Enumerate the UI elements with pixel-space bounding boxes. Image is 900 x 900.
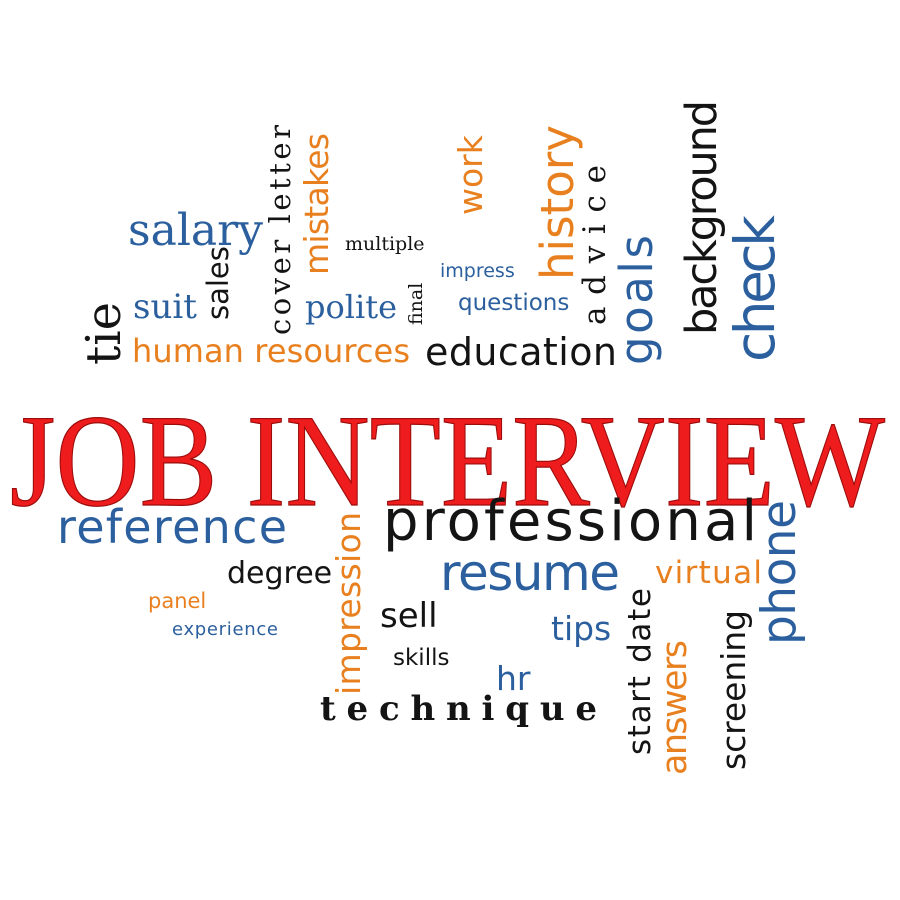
word: final	[405, 283, 427, 325]
word: cover letter	[263, 125, 297, 335]
word: impress	[440, 260, 515, 282]
word: tips	[551, 609, 611, 648]
word: tie	[76, 302, 132, 365]
word: screening	[714, 610, 753, 770]
title: JOB INTERVIEW	[10, 387, 885, 534]
word: panel	[148, 589, 206, 613]
word: phone	[752, 500, 807, 645]
word: questions	[458, 290, 569, 316]
word: background	[677, 100, 727, 335]
word: mistakes	[297, 133, 336, 275]
word: start date	[622, 588, 658, 755]
word: human resources	[132, 332, 410, 370]
word: work	[451, 134, 490, 215]
word: reference	[57, 500, 287, 554]
word: sales	[201, 246, 235, 320]
word: technique	[320, 689, 597, 729]
word: degree	[227, 556, 332, 591]
word: polite	[305, 288, 397, 326]
word: check	[723, 215, 787, 362]
word: experience	[172, 619, 278, 640]
word: resume	[440, 544, 620, 602]
word: impression	[329, 512, 368, 695]
word: history	[531, 125, 584, 280]
word: answers	[655, 640, 695, 775]
word: sell	[380, 596, 438, 636]
word: suit	[133, 287, 197, 327]
word: multiple	[345, 233, 425, 255]
word: hr	[496, 659, 531, 698]
word: goals	[610, 235, 663, 365]
word: virtual	[655, 555, 762, 591]
word: salary	[128, 205, 263, 256]
word: skills	[393, 645, 449, 671]
word: education	[425, 330, 617, 374]
